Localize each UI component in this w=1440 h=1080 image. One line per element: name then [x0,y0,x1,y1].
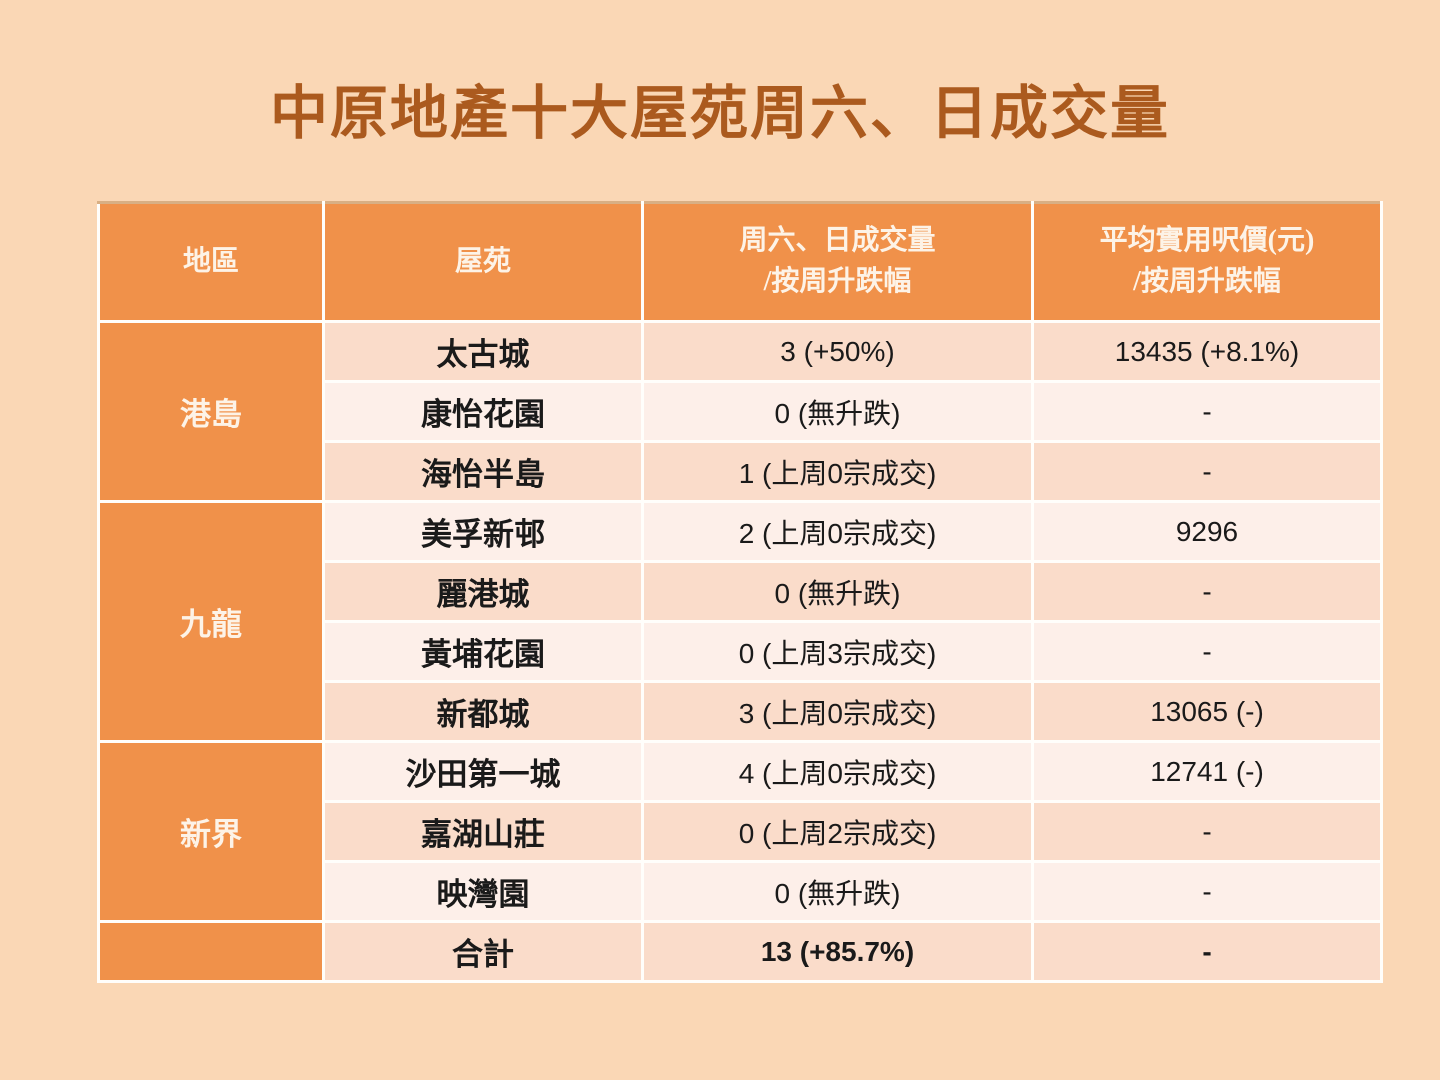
table-total-row: 合計 13 (+85.7%) - [97,920,1383,983]
price-cell: - [1031,800,1383,863]
estate-cell: 嘉湖山莊 [322,800,644,863]
price-cell: 9296 [1031,500,1383,563]
column-header-label-line1: 平均實用呎價(元) [1099,225,1315,257]
estate-cell: 映灣園 [322,860,644,923]
total-label-cell: 合計 [322,920,644,983]
volume-cell: 0 (上周3宗成交) [641,620,1034,683]
price-cell: - [1031,560,1383,623]
table-body: 港島 太古城 3 (+50%) 13435 (+8.1%) 康怡花園 0 (無升跌) - 海怡… [97,320,1383,983]
volume-cell: 3 (上周0宗成交) [641,680,1034,743]
estate-cell: 黃埔花園 [322,620,644,683]
volume-cell: 2 (上周0宗成交) [641,500,1034,563]
column-header-label-line1: 周六、日成交量 [739,225,936,257]
column-header-label: 地區 [182,245,239,277]
price-cell: 12741 (-) [1031,740,1383,803]
page-title: 中原地產十大屋苑周六、日成交量 [269,81,1170,146]
total-price-cell: - [1031,920,1383,983]
column-header-estate: 屋苑 [322,201,644,323]
estate-cell: 海怡半島 [322,440,644,503]
column-header-label-line2: /按周升跌幅 [1133,266,1281,297]
estate-cell: 太古城 [322,320,644,383]
district-cell: 港島 [97,320,325,503]
volume-cell: 1 (上周0宗成交) [641,440,1034,503]
column-header-label-line2: /按周升跌幅 [763,266,912,297]
volume-cell: 0 (無升跌) [641,860,1034,923]
estate-cell: 新都城 [322,680,644,743]
column-header-district: 地區 [97,201,325,323]
column-header-price: 平均實用呎價(元) /按周升跌幅 [1031,201,1383,323]
column-header-label: 屋苑 [454,245,511,277]
table-header-row: 地區 屋苑 周六、日成交量 /按周升跌幅 平均實用呎價(元) /按周升跌幅 [97,201,1383,323]
total-volume-cell: 13 (+85.7%) [641,920,1034,983]
price-cell: - [1031,620,1383,683]
volume-cell: 3 (+50%) [641,320,1034,383]
price-cell: - [1031,380,1383,443]
price-cell: 13065 (-) [1031,680,1383,743]
estate-transactions-table: 地區 屋苑 周六、日成交量 /按周升跌幅 平均實用呎價(元) /按周升跌幅 港島… [97,201,1383,983]
district-cell-empty [97,920,325,983]
table-row: 港島 太古城 3 (+50%) 13435 (+8.1%) [97,320,1383,503]
column-header-volume: 周六、日成交量 /按周升跌幅 [641,201,1034,323]
volume-cell: 0 (上周2宗成交) [641,800,1034,863]
price-cell: - [1031,860,1383,923]
volume-cell: 4 (上周0宗成交) [641,740,1034,803]
estate-cell: 麗港城 [322,560,644,623]
price-cell: 13435 (+8.1%) [1031,320,1383,383]
volume-cell: 0 (無升跌) [641,560,1034,623]
district-cell: 新界 [97,740,325,923]
table-row: 新界 沙田第一城 4 (上周0宗成交) 12741 (-) [97,740,1383,923]
volume-cell: 0 (無升跌) [641,380,1034,443]
table-row: 九龍 美孚新邨 2 (上周0宗成交) 9296 [97,500,1383,743]
estate-cell: 沙田第一城 [322,740,644,803]
table-row: 黃埔花園 0 (上周3宗成交) - [98,620,1383,683]
district-cell: 九龍 [97,500,325,743]
estate-cell: 康怡花園 [322,380,644,443]
table-row: 康怡花園 0 (無升跌) - [98,380,1383,443]
price-cell: - [1031,440,1383,503]
estate-cell: 美孚新邨 [322,500,644,563]
